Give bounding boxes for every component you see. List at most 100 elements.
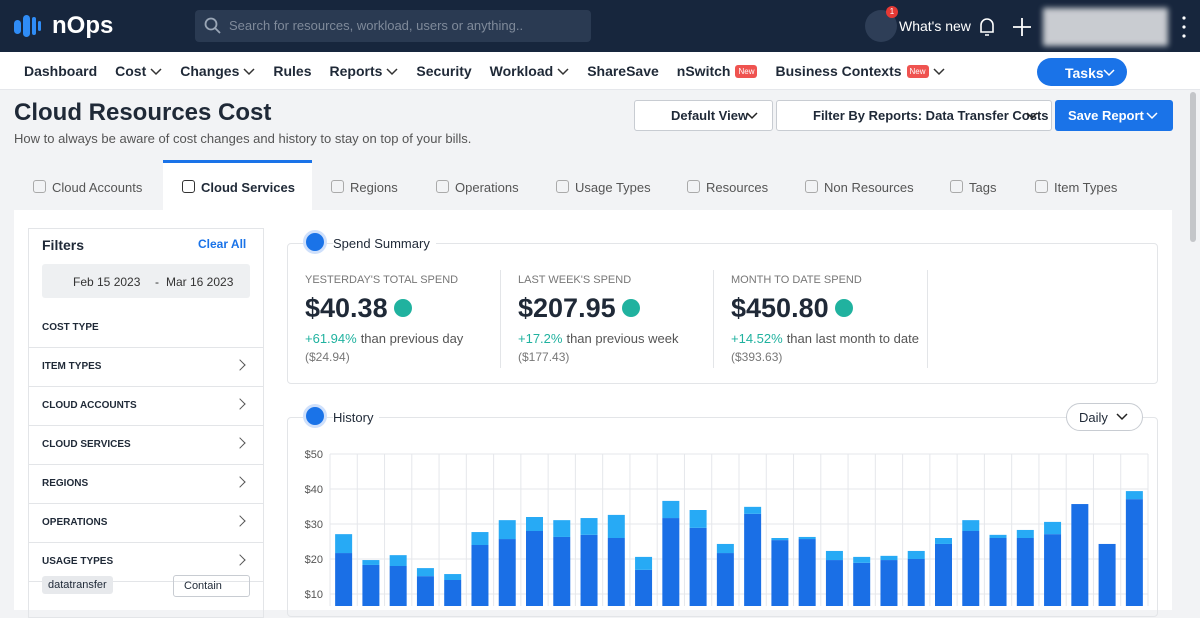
filter-section[interactable]: CLOUD ACCOUNTS	[42, 400, 137, 411]
bar-segment	[689, 527, 707, 606]
filter-section[interactable]: REGIONS	[42, 478, 89, 489]
filter-section[interactable]: CLOUD SERVICES	[42, 439, 131, 450]
more-icon[interactable]	[1180, 15, 1188, 39]
card-label: LAST WEEK'S SPEND	[518, 274, 632, 286]
bar-segment	[362, 564, 380, 606]
y-tick-label: $30	[305, 519, 323, 531]
nav-item[interactable]: Changes	[180, 63, 240, 79]
bar-segment	[526, 517, 543, 531]
dollar-icon	[303, 230, 327, 254]
user-avatar[interactable]	[1043, 8, 1168, 46]
tab[interactable]: Item Types	[1054, 180, 1118, 195]
tab[interactable]: Usage Types	[575, 180, 651, 195]
card-change-text: than previous day	[360, 331, 464, 346]
nav-item[interactable]: Security	[416, 63, 472, 79]
tab[interactable]: Tags	[969, 180, 997, 195]
nav-item[interactable]: Rules	[273, 63, 312, 79]
date-from[interactable]: Feb 15 2023	[73, 275, 141, 289]
bar-segment	[798, 539, 816, 606]
tab-icon	[182, 180, 195, 193]
card-change: +14.52%	[731, 331, 783, 346]
filter-section[interactable]: ITEM TYPES	[42, 361, 102, 372]
nav-item[interactable]: Dashboard	[24, 63, 98, 79]
bar-segment	[935, 538, 952, 544]
filter-label[interactable]: Filter By Reports: Data Transfer Costs	[813, 108, 1049, 123]
filter-section[interactable]: COST TYPE	[42, 322, 99, 333]
y-tick-label: $40	[305, 484, 323, 496]
dollar-icon	[303, 404, 327, 428]
page-title: Cloud Resources Cost	[14, 99, 272, 126]
whats-new[interactable]: What's new	[899, 18, 971, 34]
usage-tag[interactable]: datatransfer	[42, 576, 113, 594]
tasks-label: Tasks	[1065, 65, 1104, 81]
tab[interactable]: Cloud Services	[201, 180, 295, 195]
nav-item[interactable]: Business Contexts	[775, 63, 902, 79]
bar-segment	[798, 536, 816, 540]
card-value: $40.38	[305, 293, 388, 323]
date-to[interactable]: Mar 16 2023	[166, 275, 234, 289]
bar-segment	[935, 543, 952, 606]
filter-button[interactable]	[776, 100, 1052, 131]
bar-segment	[498, 520, 516, 540]
bar-segment	[389, 566, 407, 606]
view-label[interactable]: Default View	[671, 108, 749, 123]
logo-icon	[14, 15, 41, 37]
tab-icon	[436, 180, 449, 193]
bar-segment	[907, 559, 925, 606]
bar-segment	[335, 553, 353, 606]
tab-icon	[805, 180, 818, 193]
bar-segment	[880, 560, 898, 606]
nav-item[interactable]: Reports	[329, 63, 383, 79]
bar-segment	[1125, 491, 1143, 500]
date-separator: -	[155, 275, 159, 289]
tab[interactable]: Resources	[706, 180, 769, 195]
tab[interactable]: Cloud Accounts	[52, 180, 143, 195]
nav-item[interactable]: nSwitch	[676, 63, 731, 79]
card-value: $450.80	[731, 293, 829, 323]
bar-segment	[1071, 504, 1089, 606]
bar-segment	[825, 550, 843, 561]
filter-section[interactable]: USAGE TYPES	[42, 556, 114, 567]
bar-segment	[526, 531, 543, 606]
match-select[interactable]: Contain	[173, 575, 250, 597]
section-divider	[29, 386, 263, 387]
new-badge: New	[735, 65, 758, 78]
tab[interactable]: Non Resources	[824, 180, 914, 195]
nav-item[interactable]: ShareSave	[587, 63, 659, 79]
tab-icon	[331, 180, 344, 193]
save-button[interactable]	[1055, 100, 1173, 131]
card-change: +17.2%	[518, 331, 563, 346]
card-divider	[713, 270, 714, 368]
bar-segment	[362, 560, 380, 565]
tab[interactable]: Operations	[455, 180, 519, 195]
card-label: YESTERDAY'S TOTAL SPEND	[305, 274, 459, 286]
period-select[interactable]	[1066, 403, 1143, 431]
history-chart: $10 $20 $30 $40 $50	[305, 449, 1149, 606]
bar-segment	[635, 556, 653, 570]
tab-icon	[950, 180, 963, 193]
bar-segment	[553, 520, 571, 537]
chevron	[557, 68, 569, 76]
clear-all[interactable]: Clear All	[198, 237, 247, 251]
filter-section[interactable]: OPERATIONS	[42, 517, 108, 528]
bar-segment	[962, 531, 980, 606]
nav-item[interactable]: Cost	[115, 63, 147, 79]
tab[interactable]: Regions	[350, 180, 398, 195]
bar-segment	[771, 538, 789, 541]
bar-segment	[580, 518, 598, 535]
bar-segment	[553, 536, 571, 606]
bar-segment	[389, 555, 407, 566]
period-label[interactable]: Daily	[1079, 410, 1108, 425]
date-range[interactable]	[42, 264, 250, 298]
bar-segment	[662, 518, 680, 606]
search-box[interactable]	[195, 10, 591, 42]
chevron	[746, 112, 758, 120]
history-title: History	[333, 410, 380, 425]
bar-segment	[416, 568, 434, 577]
chevron	[1146, 112, 1158, 120]
bar-segment	[716, 543, 734, 554]
save-label[interactable]: Save Report	[1068, 108, 1144, 123]
nav-item[interactable]: Workload	[489, 63, 554, 79]
card-change: +61.94%	[305, 331, 357, 346]
